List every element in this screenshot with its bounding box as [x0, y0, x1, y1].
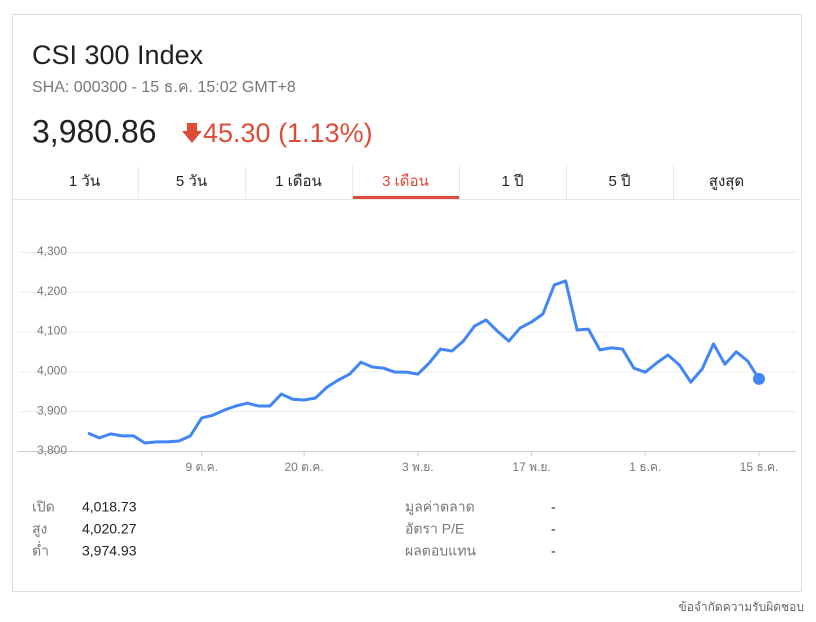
stat-value: 4,020.27 [82, 521, 137, 537]
stat-value: - [551, 521, 556, 537]
stat-label: มูลค่าตลาด [405, 499, 475, 516]
stat-value: - [551, 499, 556, 515]
tab[interactable]: 1 เดือน [275, 173, 322, 190]
stat-label: อัตรา P/E [405, 521, 464, 537]
stat-label: ผลตอบแทน [405, 543, 476, 559]
change: 45.30 (1.13%) [203, 118, 373, 148]
x-tick-label: 1 ธ.ค. [629, 460, 661, 474]
tab[interactable]: สูงสุด [709, 173, 744, 191]
x-tick-label: 3 พ.ย. [402, 460, 434, 474]
last-point [753, 372, 765, 385]
disclaimer[interactable]: ข้อจำกัดความรับผิดชอบ [678, 600, 804, 614]
stat-value: 4,018.73 [82, 499, 137, 515]
y-tick-label: 3,900 [37, 403, 67, 417]
tab[interactable]: 1 วัน [69, 173, 100, 190]
price-line [87, 279, 761, 445]
subtitle: SHA: 000300 - 15 ธ.ค. 15:02 GMT+8 [32, 79, 296, 96]
tab[interactable]: 1 ปี [501, 173, 523, 190]
stat-label: เปิด [32, 499, 55, 515]
tab[interactable]: 5 ปี [608, 173, 630, 190]
stat-value: - [551, 543, 556, 559]
stat-label: ต่ำ [32, 542, 49, 559]
card [12, 14, 802, 592]
y-tick-label: 3,800 [37, 443, 67, 457]
x-tick-label: 9 ต.ค. [185, 460, 218, 474]
x-tick-label: 20 ต.ค. [284, 460, 323, 474]
price: 3,980.86 [32, 113, 157, 149]
y-tick-label: 4,000 [37, 364, 67, 378]
y-tick-label: 4,200 [37, 284, 67, 298]
title: CSI 300 Index [32, 40, 204, 70]
tab[interactable]: 5 วัน [176, 173, 207, 190]
x-tick-label: 17 พ.ย. [512, 460, 550, 474]
y-tick-label: 4,100 [37, 324, 67, 338]
tab[interactable]: 3 เดือน [382, 173, 429, 190]
stat-value: 3,974.93 [82, 543, 137, 559]
y-tick-label: 4,300 [37, 244, 67, 258]
tab-underline [353, 196, 459, 199]
down-arrow [182, 123, 202, 143]
x-tick-label: 15 ธ.ค. [740, 460, 779, 474]
stat-label: สูง [32, 521, 47, 538]
